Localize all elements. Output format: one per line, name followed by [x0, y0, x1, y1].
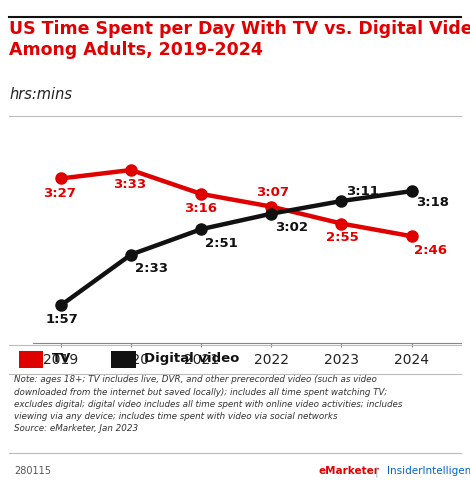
Text: Note: ages 18+; TV includes live, DVR, and other prerecorded video (such as vide: Note: ages 18+; TV includes live, DVR, a…	[14, 375, 402, 433]
Text: 3:07: 3:07	[256, 186, 289, 199]
Text: 3:18: 3:18	[416, 196, 449, 209]
Text: |: |	[374, 466, 378, 477]
Text: 2:51: 2:51	[205, 237, 238, 250]
FancyBboxPatch shape	[111, 351, 135, 368]
Text: hrs:mins: hrs:mins	[9, 87, 72, 102]
FancyBboxPatch shape	[18, 351, 43, 368]
Text: 2:46: 2:46	[415, 244, 447, 257]
Text: 3:16: 3:16	[184, 202, 217, 214]
Text: US Time Spent per Day With TV vs. Digital Video
Among Adults, 2019-2024: US Time Spent per Day With TV vs. Digita…	[9, 20, 470, 59]
Text: eMarketer: eMarketer	[319, 466, 380, 476]
Text: TV: TV	[52, 352, 71, 366]
Text: 280115: 280115	[14, 466, 51, 476]
Text: Digital video: Digital video	[144, 352, 240, 366]
Text: 3:02: 3:02	[275, 221, 308, 234]
Text: 1:57: 1:57	[46, 313, 78, 326]
Text: 3:27: 3:27	[43, 187, 76, 200]
Text: 2:33: 2:33	[135, 262, 168, 275]
Text: 3:33: 3:33	[114, 178, 147, 191]
Text: 3:11: 3:11	[345, 185, 378, 198]
Text: InsiderIntelligence.com: InsiderIntelligence.com	[387, 466, 470, 476]
Text: 2:55: 2:55	[326, 231, 359, 244]
